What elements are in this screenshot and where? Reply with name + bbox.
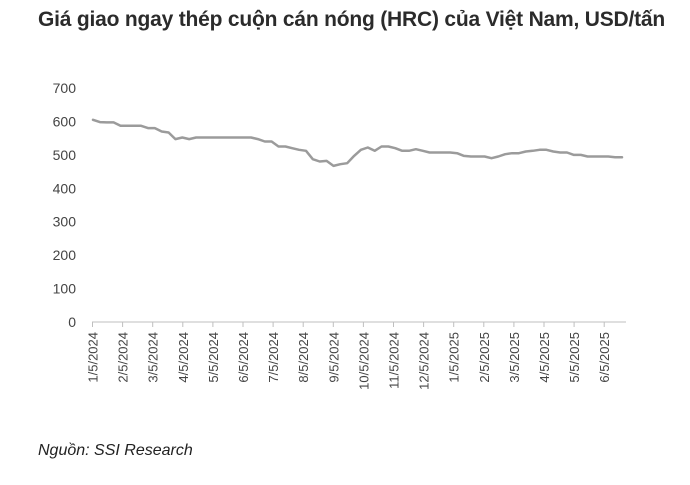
x-tick-label: 4/5/2025 [537, 332, 552, 383]
x-axis: 1/5/2024 2/5/2024 3/5/2024 4/5/2024 5/5/2024… [86, 322, 612, 390]
hrc-price-line [91, 118, 624, 168]
x-tick-label: 5/5/2025 [567, 332, 582, 383]
chart-title: Giá giao ngay thép cuộn cán nóng (HRC) c… [38, 8, 666, 31]
x-tick-label: 12/5/2024 [417, 332, 432, 390]
x-tick-label: 10/5/2024 [356, 332, 371, 390]
y-tick-label: 0 [68, 314, 76, 330]
y-tick-label: 500 [53, 147, 77, 163]
y-tick-label: 300 [53, 214, 77, 230]
x-tick-label: 6/5/2025 [597, 332, 612, 383]
y-axis: 0 100 200 300 400 500 600 700 [53, 80, 77, 330]
x-tick-label: 3/5/2025 [507, 332, 522, 383]
x-tick-label: 7/5/2024 [266, 332, 281, 383]
x-tick-label: 9/5/2024 [326, 332, 341, 383]
y-tick-label: 400 [53, 180, 77, 196]
x-tick-label: 5/5/2024 [206, 332, 221, 383]
x-tick-label: 6/5/2024 [236, 332, 251, 383]
x-tick-label: 1/5/2025 [447, 332, 462, 383]
y-tick-label: 700 [53, 80, 77, 96]
y-tick-label: 100 [53, 281, 77, 297]
x-tick-label: 8/5/2024 [296, 332, 311, 383]
x-tick-label: 2/5/2024 [116, 332, 131, 383]
x-tick-label: 1/5/2024 [86, 332, 101, 383]
x-tick-label: 4/5/2024 [176, 332, 191, 383]
y-tick-label: 600 [53, 113, 77, 129]
x-tick-label: 2/5/2025 [477, 332, 492, 383]
source-note: Nguồn: SSI Research [38, 442, 193, 459]
x-tick-label: 11/5/2024 [387, 332, 402, 389]
x-tick-label: 3/5/2024 [146, 332, 161, 383]
y-tick-label: 200 [53, 247, 77, 263]
